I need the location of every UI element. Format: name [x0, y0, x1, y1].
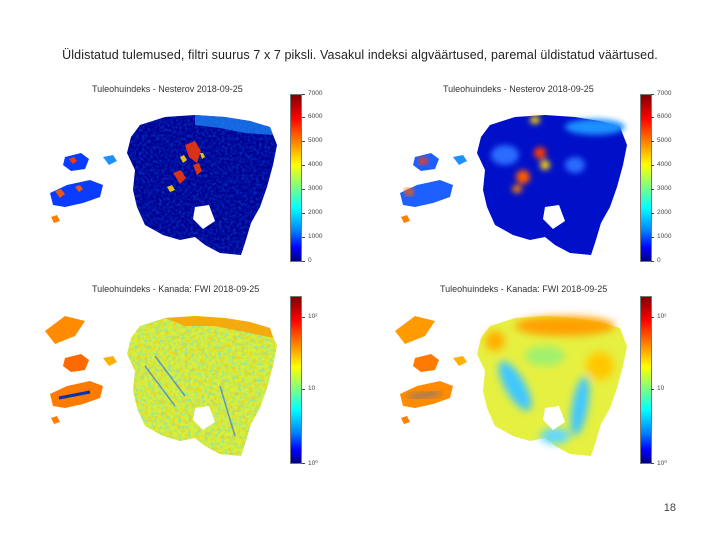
colorbar-tick: 10²: [650, 313, 667, 320]
estonia-map-fwi-raw: [45, 316, 277, 456]
islands: [395, 316, 467, 424]
colorbar-tick: 10²: [301, 313, 318, 320]
mainland: [127, 115, 277, 255]
mainland: [127, 316, 277, 456]
colorbar-tick: 6000: [301, 113, 323, 120]
mainland: [477, 115, 627, 255]
colorbar-tick: 4000: [301, 161, 323, 168]
map-title: Tuleohuindeks - Kanada: FWI 2018-09-25: [92, 284, 260, 294]
colorbar-tick: 3000: [301, 185, 323, 192]
map-title: Tuleohuindeks - Kanada: FWI 2018-09-25: [440, 284, 608, 294]
map-title: Tuleohuindeks - Nesterov 2018-09-25: [92, 84, 243, 94]
estonia-map-nesterov-raw: [50, 115, 277, 255]
colorbar-tick: 7000: [301, 90, 323, 97]
islands: [400, 153, 467, 223]
colorbar-tick: 1000: [650, 233, 672, 240]
page-number: 18: [663, 502, 676, 514]
colorbar-tick: 10: [301, 385, 316, 392]
colorbar-tick: 3000: [650, 185, 672, 192]
colorbar-nesterov-smooth: [640, 94, 652, 262]
colorbar-tick: 1000: [301, 233, 323, 240]
colorbar-fwi-smooth: [640, 296, 652, 464]
colorbar-tick: 2000: [650, 209, 672, 216]
colorbar-tick: 10⁰: [651, 460, 667, 467]
colorbar-tick: 10⁰: [302, 460, 318, 467]
islands: [45, 316, 117, 424]
estonia-map-fwi-smooth: [395, 316, 627, 456]
colorbar-tick: 2000: [301, 209, 323, 216]
estonia-map-nesterov-smooth: [400, 115, 627, 255]
map-title: Tuleohuindeks - Nesterov 2018-09-25: [443, 84, 594, 94]
islands: [50, 153, 117, 223]
colorbar-tick: 4000: [650, 161, 672, 168]
colorbar-tick: 5000: [650, 137, 672, 144]
colorbar-tick: 6000: [650, 113, 672, 120]
colorbar-tick: 0: [651, 257, 661, 264]
colorbar-tick: 10: [650, 385, 665, 392]
colorbar-fwi-raw: [290, 296, 302, 464]
colorbar-tick: 5000: [301, 137, 323, 144]
colorbar-tick: 0: [302, 257, 312, 264]
mainland: [477, 316, 627, 456]
colorbar-tick: 7000: [650, 90, 672, 97]
slide-title: Üldistatud tulemused, filtri suurus 7 x …: [62, 48, 658, 62]
colorbar-nesterov-raw: [290, 94, 302, 262]
